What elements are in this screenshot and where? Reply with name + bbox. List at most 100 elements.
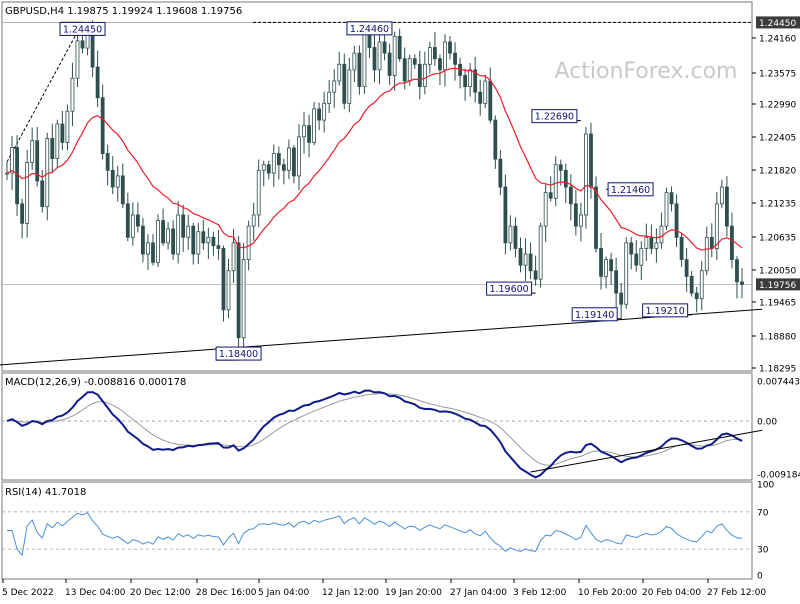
candle-down [558, 164, 563, 171]
candle-down [599, 248, 603, 277]
candle-down [342, 63, 347, 104]
candle-up [156, 220, 160, 263]
candle-down [281, 164, 286, 171]
rsi-axis: 100 70 30 0 [757, 481, 774, 582]
candle-down [201, 231, 206, 244]
rising-dashed-line [6, 22, 83, 163]
candle-up [407, 58, 412, 82]
candle-up [45, 138, 50, 207]
candle-up [146, 242, 150, 255]
candle-down [614, 270, 619, 294]
time-tick-label: 3 Feb 12:00 [513, 588, 567, 598]
candle-down [120, 175, 125, 205]
candle-down [20, 203, 25, 224]
time-tick-label: 5 Dec 2022 [2, 588, 54, 598]
time-tick-label: 20 Feb 04:00 [642, 588, 701, 598]
price-panel-header: GBPUSD,H4 1.19875 1.19924 1.19608 1.1975… [5, 6, 242, 17]
candle-up [312, 108, 316, 143]
candle-up [538, 225, 543, 280]
macd-panel[interactable]: MACD(12,26,9) -0.008816 0.000178 [1, 372, 763, 481]
macd-panel-header: MACD(12,26,9) -0.008816 0.000178 [5, 377, 186, 388]
candle-down [548, 192, 553, 199]
moving-average-path [6, 67, 743, 251]
candle-up [377, 41, 382, 71]
candle-down [730, 225, 734, 261]
candle-down [573, 203, 578, 227]
candle-down [563, 169, 568, 188]
price-tag-label: 1.24450 [759, 19, 796, 29]
candle-up [392, 35, 397, 76]
macd-panel-frame [1, 372, 753, 481]
candle-up [75, 40, 80, 79]
rsi-panel-header: RSI(14) 41.7018 [5, 487, 86, 498]
candle-up [231, 242, 236, 272]
candle-down [448, 41, 452, 54]
candle-down [141, 225, 145, 255]
candle-down [528, 253, 533, 272]
rsi-tick-label: 30 [757, 546, 769, 556]
candle-down [402, 58, 407, 82]
candle-up [297, 136, 301, 177]
candle-down [135, 214, 140, 227]
candle-down [221, 248, 226, 311]
candle-up [644, 236, 649, 249]
candle-down [649, 236, 654, 249]
time-axis: 5 Dec 2022 13 Dec 04:00 20 Dec 12:00 28 Dec… [2, 579, 766, 598]
candle-up [271, 153, 276, 174]
candle-down [110, 169, 115, 188]
candle-up [166, 228, 170, 244]
candle-down [488, 80, 493, 121]
candle-up [523, 253, 528, 266]
macd-trendline [530, 429, 763, 473]
candle-up [604, 259, 608, 277]
candle-up [508, 225, 513, 244]
candle-down [412, 58, 417, 65]
candle-down [35, 140, 40, 182]
candle-down [317, 108, 322, 121]
price-tick-label: 1.24160 [759, 35, 796, 45]
annotation-label: 1.21460 [611, 185, 650, 196]
price-panel[interactable]: GBPUSD,H4 1.19875 1.19924 1.19608 1.1975… [0, 1, 763, 372]
candle-down [533, 270, 538, 280]
rsi-panel[interactable]: RSI(14) 41.7018 [1, 481, 753, 580]
candle-down [292, 147, 296, 177]
price-tick-label: 1.20050 [759, 267, 796, 277]
candle-down [478, 91, 483, 104]
candle-down [629, 242, 634, 255]
price-tick-label: 1.22405 [759, 134, 796, 144]
candle-up [704, 236, 709, 272]
candle-up [256, 169, 261, 216]
candle-down [161, 220, 165, 244]
candle-down [609, 259, 614, 272]
candle-up [352, 52, 357, 71]
candle-up [443, 41, 447, 71]
moving-average-line [6, 67, 743, 251]
rsi-panel-frame [1, 481, 753, 580]
candle-down [276, 153, 281, 166]
macd-lines [6, 389, 763, 479]
candle-up [186, 225, 191, 238]
candle-down [151, 242, 155, 263]
time-tick-label: 19 Jan 20:00 [385, 588, 442, 598]
candle-up [115, 175, 120, 188]
candle-up [654, 242, 659, 249]
candle-up [261, 164, 266, 171]
candle-down [473, 69, 478, 93]
watermark: ActionForex.com [555, 59, 738, 84]
candle-down [498, 158, 503, 188]
time-tick-label: 27 Jan 04:00 [450, 588, 507, 598]
price-tick-label: 1.18295 [759, 365, 796, 375]
annotation-box [531, 109, 578, 124]
candle-down [171, 228, 176, 255]
candle-up [55, 123, 60, 159]
candle-up [664, 192, 669, 227]
price-tick-label: 1.21820 [759, 167, 796, 177]
annotation-box [607, 182, 654, 197]
candle-down [60, 123, 65, 143]
candle-down [493, 119, 498, 160]
candle-up [30, 140, 35, 163]
candle-up [246, 225, 251, 261]
candle-down [513, 225, 518, 249]
candle-down [594, 186, 598, 249]
